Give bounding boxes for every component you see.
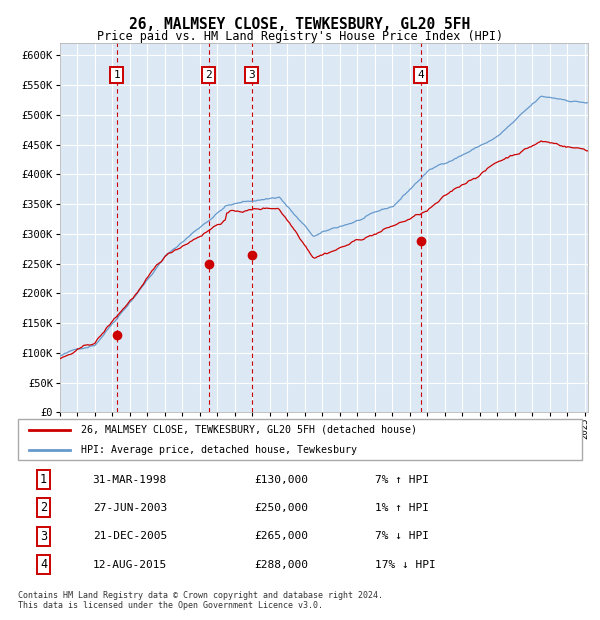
Text: Price paid vs. HM Land Registry's House Price Index (HPI): Price paid vs. HM Land Registry's House … [97, 30, 503, 43]
Text: 7% ↓ HPI: 7% ↓ HPI [375, 531, 429, 541]
Text: 21-DEC-2005: 21-DEC-2005 [92, 531, 167, 541]
Text: 12-AUG-2015: 12-AUG-2015 [92, 560, 167, 570]
Text: 1: 1 [40, 473, 47, 486]
Text: 1: 1 [113, 70, 120, 80]
Text: £250,000: £250,000 [254, 503, 308, 513]
Text: 4: 4 [40, 558, 47, 571]
Text: 26, MALMSEY CLOSE, TEWKESBURY, GL20 5FH: 26, MALMSEY CLOSE, TEWKESBURY, GL20 5FH [130, 17, 470, 32]
Text: £265,000: £265,000 [254, 531, 308, 541]
Text: 3: 3 [248, 70, 255, 80]
Text: 31-MAR-1998: 31-MAR-1998 [92, 474, 167, 484]
Text: 26, MALMSEY CLOSE, TEWKESBURY, GL20 5FH (detached house): 26, MALMSEY CLOSE, TEWKESBURY, GL20 5FH … [81, 425, 417, 435]
Text: Contains HM Land Registry data © Crown copyright and database right 2024.
This d: Contains HM Land Registry data © Crown c… [18, 590, 383, 610]
Text: 1% ↑ HPI: 1% ↑ HPI [375, 503, 429, 513]
Text: 17% ↓ HPI: 17% ↓ HPI [375, 560, 436, 570]
Text: 4: 4 [417, 70, 424, 80]
Text: 2: 2 [40, 502, 47, 515]
Text: 3: 3 [40, 530, 47, 543]
Text: HPI: Average price, detached house, Tewkesbury: HPI: Average price, detached house, Tewk… [81, 445, 357, 455]
Text: £288,000: £288,000 [254, 560, 308, 570]
Text: 7% ↑ HPI: 7% ↑ HPI [375, 474, 429, 484]
Text: £130,000: £130,000 [254, 474, 308, 484]
FancyBboxPatch shape [18, 419, 582, 460]
Text: 2: 2 [205, 70, 212, 80]
Text: 27-JUN-2003: 27-JUN-2003 [92, 503, 167, 513]
